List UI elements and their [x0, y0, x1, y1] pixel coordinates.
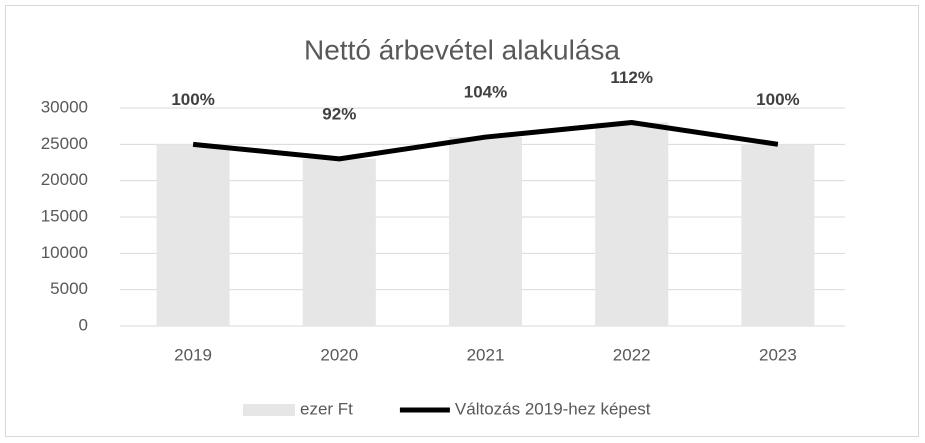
x-tick-label: 2019	[174, 345, 212, 364]
legend-swatch	[243, 404, 295, 416]
data-label: 112%	[610, 68, 653, 87]
chart-title: Nettó árbevétel alakulása	[304, 34, 620, 65]
bar	[448, 137, 523, 326]
y-tick-label: 10000	[41, 243, 88, 262]
data-label: 100%	[756, 90, 799, 109]
bar	[302, 158, 376, 326]
bar	[595, 122, 669, 327]
y-tick-label: 0	[79, 315, 88, 334]
y-tick-label: 15000	[41, 206, 88, 225]
y-tick-label: 20000	[41, 170, 88, 189]
y-tick-label: 5000	[50, 279, 88, 298]
data-label: 92%	[322, 104, 356, 123]
data-label: 104%	[464, 83, 507, 102]
y-tick-label: 25000	[41, 134, 88, 153]
x-tick-label: 2023	[759, 345, 797, 364]
x-tick-label: 2020	[320, 345, 358, 364]
line	[192, 120, 779, 162]
legend-label: Változás 2019-hez képest	[455, 399, 651, 418]
legend-label: ezer Ft	[300, 399, 353, 418]
bar	[741, 144, 815, 326]
x-tick-label: 2021	[467, 345, 505, 364]
bar	[156, 144, 230, 326]
data-label: 100%	[171, 90, 214, 109]
y-tick-label: 30000	[41, 97, 88, 116]
x-tick-label: 2022	[613, 345, 651, 364]
